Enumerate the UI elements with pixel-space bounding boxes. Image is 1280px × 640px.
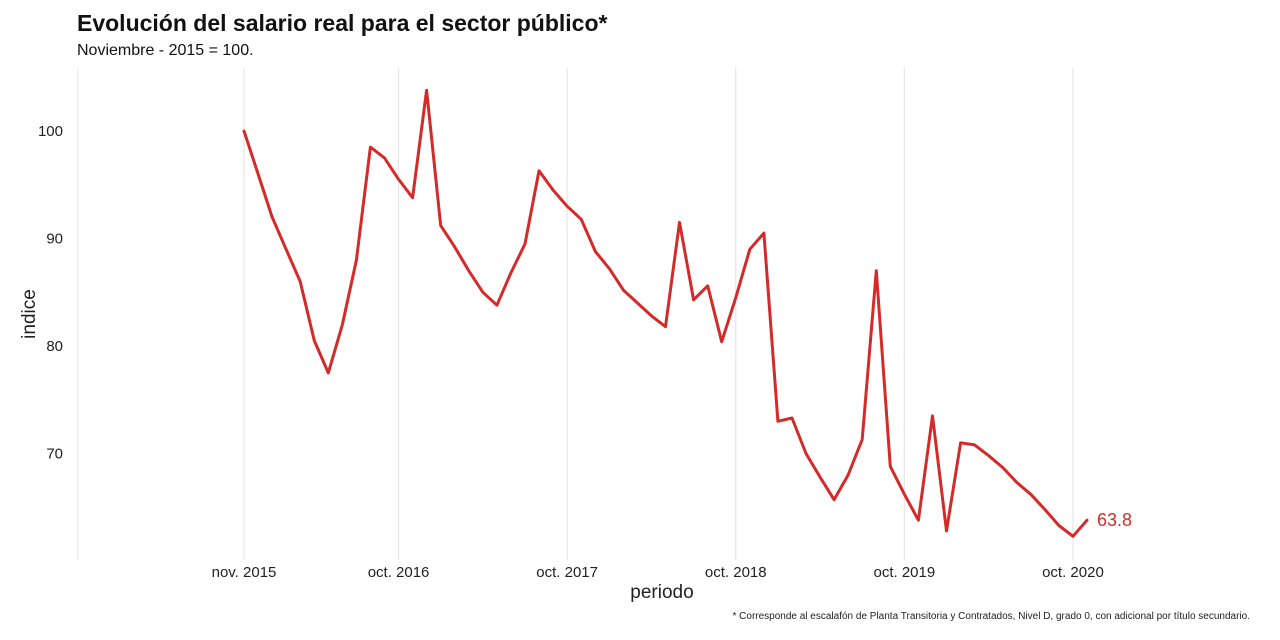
data-point — [411, 196, 415, 200]
data-point — [692, 298, 696, 302]
end-value-label: 63.8 — [1097, 510, 1132, 530]
data-point — [593, 249, 597, 253]
data-point — [256, 172, 260, 176]
data-point — [326, 371, 330, 375]
data-point — [621, 288, 625, 292]
data-point — [931, 414, 935, 418]
data-point — [467, 269, 471, 273]
data-point — [762, 231, 766, 235]
data-point — [242, 129, 246, 133]
data-point — [579, 217, 583, 221]
data-point — [959, 441, 963, 445]
data-point — [509, 271, 513, 275]
data-point — [298, 280, 302, 284]
data-point — [312, 339, 316, 343]
y-tick-label: 100 — [38, 123, 63, 140]
data-point — [523, 242, 527, 246]
y-axis: 70 80 90 100 — [38, 123, 63, 463]
data-point — [565, 204, 569, 208]
data-point — [902, 492, 906, 496]
data-point — [1085, 518, 1089, 522]
series-layer: 63.8 — [242, 88, 1132, 538]
x-axis: nov. 2015 oct. 2016 oct. 2017 oct. 2018 oct.… — [212, 564, 1104, 581]
data-point — [945, 529, 949, 533]
data-point — [425, 88, 429, 92]
data-point — [607, 267, 611, 271]
data-point — [1001, 466, 1005, 470]
data-point — [860, 438, 864, 442]
data-point — [916, 518, 920, 522]
data-point — [874, 269, 878, 273]
data-point — [383, 156, 387, 160]
data-point — [635, 301, 639, 305]
data-point — [1015, 481, 1019, 485]
chart-subtitle: Noviembre - 2015 = 100. — [77, 42, 254, 59]
data-point — [270, 215, 274, 219]
x-tick-label: oct. 2020 — [1042, 564, 1104, 581]
data-point — [551, 188, 555, 192]
x-tick-label: nov. 2015 — [212, 564, 277, 581]
data-point — [664, 325, 668, 329]
data-point — [354, 258, 358, 262]
data-point — [537, 169, 541, 173]
data-point — [439, 224, 443, 228]
y-tick-label: 90 — [46, 231, 63, 248]
data-point — [678, 220, 682, 224]
data-point — [1057, 524, 1061, 528]
data-point — [973, 443, 977, 447]
data-point — [1043, 507, 1047, 511]
y-tick-label: 80 — [46, 338, 63, 355]
grid-lines — [77, 68, 1074, 560]
data-point — [397, 177, 401, 181]
x-tick-label: oct. 2016 — [368, 564, 430, 581]
data-point — [284, 247, 288, 251]
series-line — [242, 88, 1089, 538]
footnote: * Corresponde al escalafón de Planta Tra… — [732, 611, 1250, 622]
y-tick-label: 70 — [46, 446, 63, 463]
data-point — [720, 340, 724, 344]
x-axis-title: periodo — [630, 582, 693, 603]
data-point — [481, 290, 485, 294]
data-point — [846, 473, 850, 477]
y-axis-title: indice — [19, 289, 40, 339]
data-point — [1071, 534, 1075, 538]
data-point — [888, 464, 892, 468]
data-point — [340, 323, 344, 327]
data-point — [776, 419, 780, 423]
x-tick-label: oct. 2019 — [873, 564, 935, 581]
x-tick-label: oct. 2017 — [536, 564, 598, 581]
data-point — [818, 475, 822, 479]
data-point — [453, 245, 457, 249]
data-point — [734, 296, 738, 300]
x-tick-label: oct. 2018 — [705, 564, 767, 581]
data-point — [368, 145, 372, 149]
data-point — [495, 303, 499, 307]
chart-title: Evolución del salario real para el secto… — [77, 10, 608, 36]
data-point — [650, 314, 654, 318]
data-point — [987, 454, 991, 458]
data-point — [706, 284, 710, 288]
data-point — [804, 452, 808, 456]
data-point — [1029, 492, 1033, 496]
data-point — [790, 416, 794, 420]
data-point — [832, 498, 836, 502]
data-point — [748, 247, 752, 251]
